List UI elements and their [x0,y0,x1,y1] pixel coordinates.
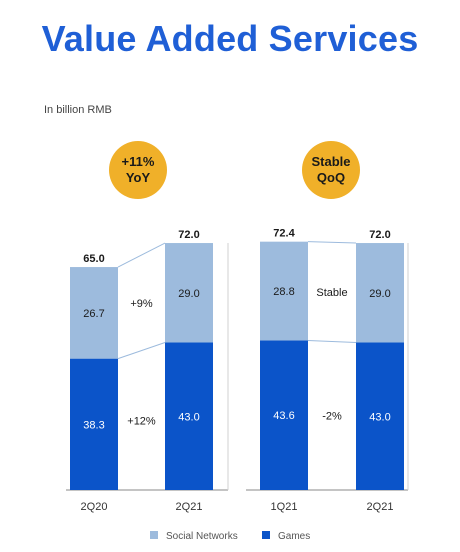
x-tick-label: 2Q21 [176,501,203,513]
total-label: 72.4 [273,228,295,240]
legend-label: Social Networks [166,531,238,542]
bar-social-networks [70,267,118,359]
bar-games [356,342,404,490]
legend-label: Games [278,531,310,542]
badge-line1: Stable [311,154,350,169]
page-title: Value Added Services [41,18,419,59]
x-tick-label: 1Q21 [271,501,298,513]
data-label-social-networks: 29.0 [178,288,199,300]
badge-line1: +11% [122,154,155,169]
badge-circle [302,141,360,199]
bar-games [70,358,118,490]
bar-social-networks [260,241,308,341]
data-label-games: 43.6 [273,410,294,422]
data-label-social-networks: 26.7 [83,308,104,320]
total-label: 65.0 [83,253,104,265]
x-tick-label: 2Q20 [81,501,108,513]
legend-swatch [262,531,270,539]
change-label-games: +12% [127,415,156,427]
data-label-social-networks: 28.8 [273,286,294,298]
bar-social-networks [356,243,404,343]
bar-games [165,342,213,490]
badge-line2: QoQ [317,170,345,185]
bar-games [260,340,308,490]
connector-mid [307,339,357,344]
change-label-social-networks: +9% [130,298,153,310]
x-tick-label: 2Q21 [367,501,394,513]
unit-label: In billion RMB [44,104,112,116]
badge-circle [109,141,167,199]
total-label: 72.0 [178,229,199,241]
connector-top [307,241,357,244]
connector-mid [117,342,166,360]
data-label-games: 43.0 [369,411,390,423]
change-label-games: -2% [322,411,342,423]
total-label: 72.0 [369,229,390,241]
badge-line2: YoY [126,170,151,185]
connector-top [117,242,166,268]
data-label-social-networks: 29.0 [369,288,390,300]
legend-swatch [150,531,158,539]
data-label-games: 43.0 [178,411,199,423]
bar-social-networks [165,243,213,343]
data-label-games: 38.3 [83,419,104,431]
change-label-social-networks: Stable [316,287,347,299]
